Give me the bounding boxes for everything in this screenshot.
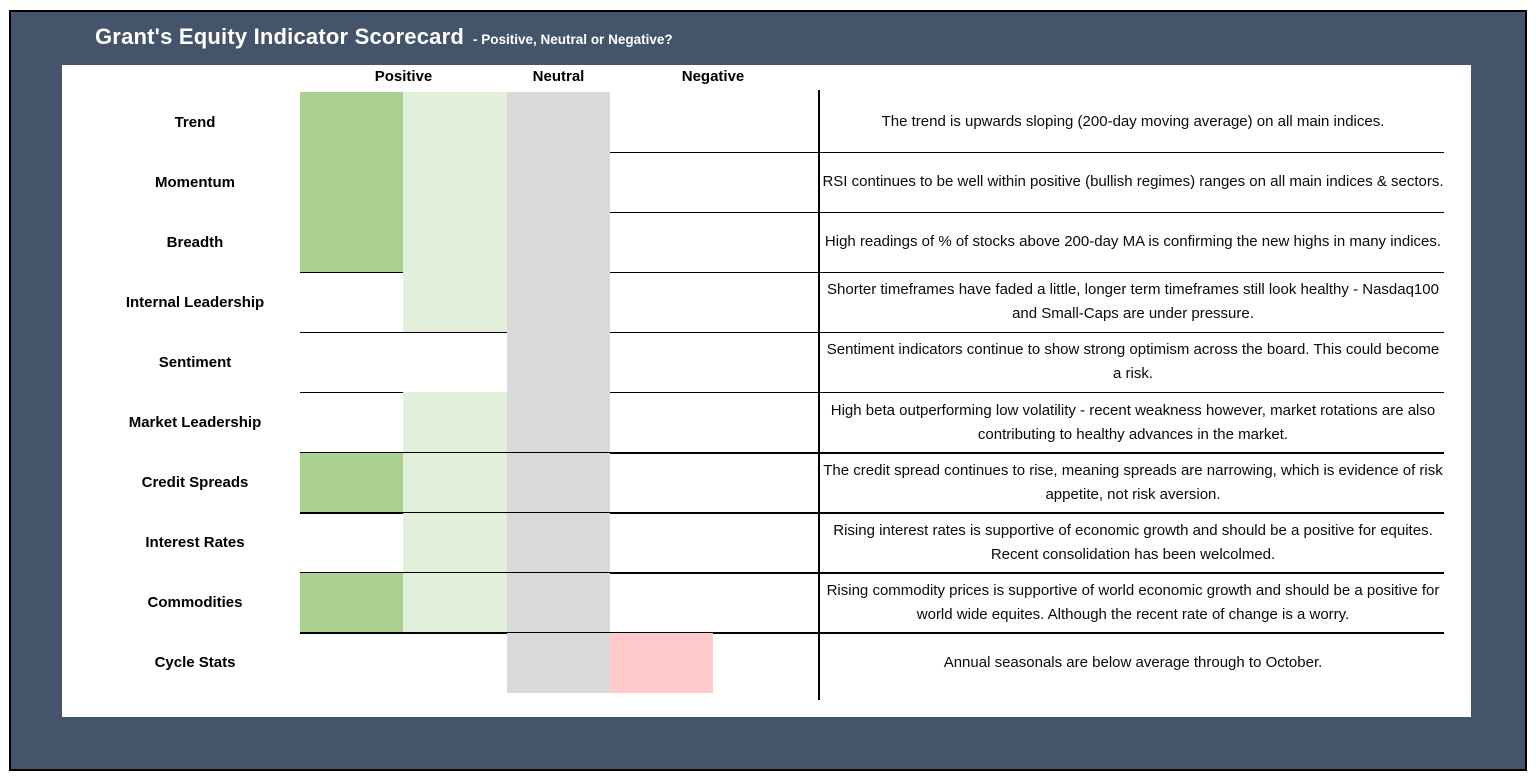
table-row: Commodities Rising commodity prices is s… [62, 572, 1471, 634]
row-divider-line [300, 452, 1444, 454]
row-label: Internal Leadership [125, 293, 265, 311]
row-label: Breadth [166, 233, 224, 251]
page-title: Grant's Equity Indicator Scorecard [95, 24, 465, 49]
table-row: Internal Leadership Shorter timeframes h… [62, 272, 1471, 334]
cell-negative [610, 152, 713, 212]
cell-negative [610, 392, 713, 452]
table-row: Sentiment Sentiment indicators continue … [62, 332, 1471, 394]
row-label: Trend [174, 113, 216, 131]
cell-neutral [507, 452, 610, 513]
row-comment: The credit spread continues to rise, mea… [823, 461, 1443, 503]
cell-negative [610, 453, 713, 513]
cell-mild-positive [403, 633, 507, 693]
cell-mild-positive [403, 332, 507, 392]
row-label: Sentiment [158, 353, 232, 371]
page-subtitle: - Positive, Neutral or Negative? [473, 32, 673, 47]
cell-neutral [507, 632, 610, 693]
cell-strong-positive [300, 633, 403, 693]
row-divider-line [300, 151, 1444, 154]
cell-neutral [507, 272, 610, 333]
cell-negative [610, 573, 713, 633]
cell-negative [610, 272, 713, 332]
scorecard-rows: Trend The trend is upwards sloping (200-… [62, 92, 1471, 693]
row-divider-line [300, 391, 1444, 394]
row-label: Credit Spreads [141, 474, 249, 492]
cell-negative [610, 332, 713, 392]
row-comment: High beta outperforming low volatility -… [830, 401, 1436, 443]
row-divider-line [300, 632, 1444, 634]
cell-neutral [507, 572, 610, 633]
row-comment: High readings of % of stocks above 200-d… [824, 233, 1442, 251]
cell-strong-positive [300, 92, 403, 153]
row-label: Commodities [147, 594, 243, 612]
column-header-negative: Negative [681, 68, 745, 85]
column-header-row: Positive Neutral Negative [62, 65, 1471, 92]
cell-mild-positive [403, 572, 507, 633]
cell-negative [610, 632, 713, 693]
table-row: Breadth High readings of % of stocks abo… [62, 212, 1471, 274]
row-divider-line [300, 331, 1444, 334]
table-row: Credit Spreads The credit spread continu… [62, 452, 1471, 514]
row-comment: Shorter timeframes have faded a little, … [827, 281, 1439, 323]
cell-strong-positive [300, 392, 403, 452]
cell-strong-positive [300, 212, 403, 273]
cell-neutral [507, 152, 610, 213]
row-label: Market Leadership [128, 414, 262, 432]
table-row: Cycle Stats Annual seasonals are below a… [62, 632, 1471, 693]
row-divider-line [300, 572, 1444, 574]
row-comment: The trend is upwards sloping (200-day mo… [881, 113, 1385, 131]
cell-mild-positive [403, 452, 507, 513]
column-header-neutral: Neutral [532, 68, 585, 85]
cell-mild-positive [403, 212, 507, 273]
column-header-positive: Positive [374, 68, 433, 85]
cell-strong-positive [300, 452, 403, 513]
row-comment: Rising interest rates is supportive of e… [833, 521, 1433, 563]
cell-neutral [507, 512, 610, 573]
cell-negative [610, 513, 713, 573]
row-divider-line [300, 271, 1444, 274]
cell-strong-positive [300, 272, 403, 332]
cell-mild-positive [403, 272, 507, 333]
cell-mild-positive [403, 512, 507, 573]
row-comment: Rising commodity prices is supportive of… [826, 581, 1440, 623]
scorecard-panel: Positive Neutral Negative Trend The tren… [62, 65, 1471, 717]
table-row: Interest Rates Rising interest rates is … [62, 512, 1471, 574]
cell-mild-positive [403, 392, 507, 453]
cell-mild-positive [403, 92, 507, 153]
cell-neutral [507, 392, 610, 453]
row-divider-line [300, 211, 1444, 214]
row-comment: Sentiment indicators continue to show st… [826, 341, 1440, 383]
cell-strong-positive [300, 332, 403, 392]
cell-strong-positive [300, 152, 403, 213]
row-comment: Annual seasonals are below average throu… [943, 653, 1323, 671]
cell-mild-positive [403, 152, 507, 213]
table-row: Momentum RSI continues to be well within… [62, 152, 1471, 214]
table-row: Market Leadership High beta outperformin… [62, 392, 1471, 454]
title-bar: Grant's Equity Indicator Scorecard - Pos… [95, 24, 1505, 68]
cell-negative [610, 212, 713, 272]
row-divider-line [300, 512, 1444, 514]
row-label: Cycle Stats [154, 654, 236, 672]
cell-negative [610, 92, 713, 152]
row-label: Momentum [155, 173, 235, 191]
cell-neutral [507, 92, 610, 153]
row-label: Interest Rates [145, 534, 245, 552]
row-comment: RSI continues to be well within positive… [822, 173, 1444, 191]
cell-neutral [507, 212, 610, 273]
comment-divider-line [818, 90, 820, 700]
cell-neutral [507, 332, 610, 393]
cell-strong-positive [300, 572, 403, 633]
table-row: Trend The trend is upwards sloping (200-… [62, 92, 1471, 154]
cell-strong-positive [300, 513, 403, 573]
